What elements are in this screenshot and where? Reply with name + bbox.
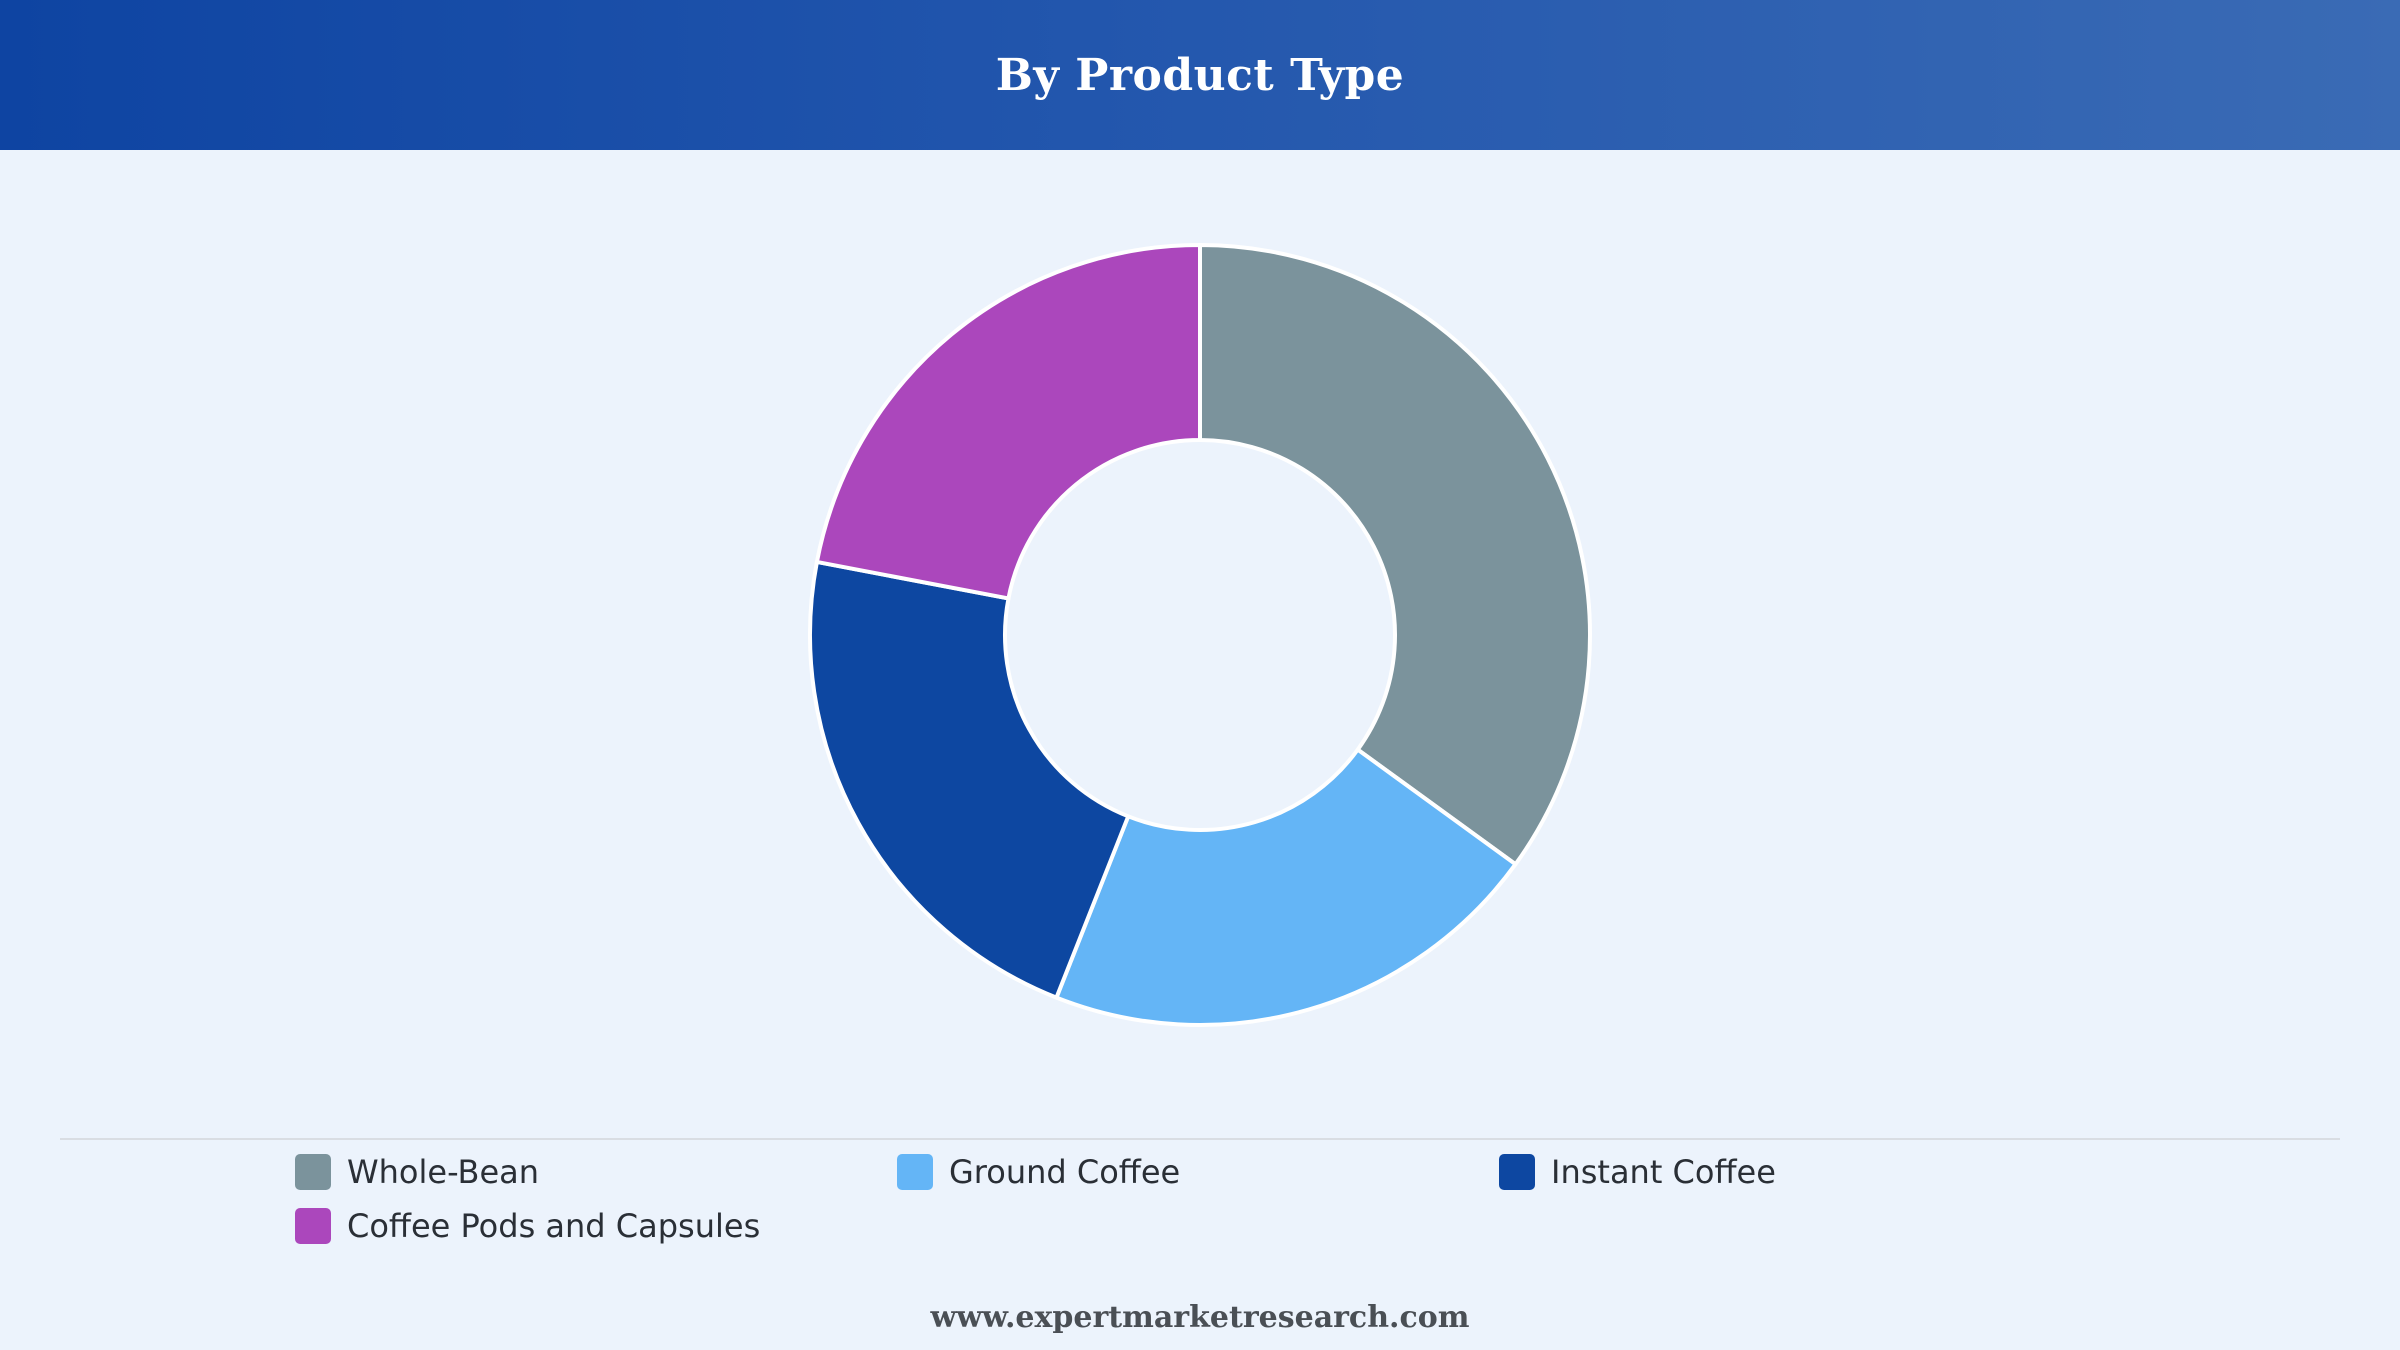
chart-legend: Whole-Bean Ground Coffee Instant Coffee Cof…: [295, 1153, 2195, 1245]
legend-label: Coffee Pods and Capsules: [347, 1207, 761, 1245]
slice-whole-bean[interactable]: [1198, 243, 1592, 867]
chart-title: By Product Type: [995, 49, 1405, 101]
slice-instant-coffee[interactable]: [808, 559, 1131, 1000]
legend-item-whole-bean[interactable]: Whole-Bean: [295, 1153, 897, 1191]
header-banner: By Product Type: [0, 0, 2400, 150]
legend-swatch: [1499, 1154, 1535, 1190]
legend-item-ground-coffee[interactable]: Ground Coffee: [897, 1153, 1499, 1191]
legend-swatch: [295, 1154, 331, 1190]
donut-chart: [808, 243, 1592, 1027]
legend-label: Instant Coffee: [1551, 1153, 1776, 1191]
legend-swatch: [897, 1154, 933, 1190]
legend-swatch: [295, 1208, 331, 1244]
legend-item-instant-coffee[interactable]: Instant Coffee: [1499, 1153, 2101, 1191]
legend-label: Ground Coffee: [949, 1153, 1181, 1191]
chart-area: [0, 150, 2400, 1130]
slice-coffee-pods-and-capsules[interactable]: [814, 243, 1202, 601]
slice-ground-coffee[interactable]: [1054, 747, 1518, 1027]
legend-divider: [60, 1138, 2340, 1140]
legend-label: Whole-Bean: [347, 1153, 540, 1191]
source-footer: www.expertmarketresearch.com: [930, 1300, 1470, 1335]
legend-item-coffee-pods-and-capsules[interactable]: Coffee Pods and Capsules: [295, 1207, 897, 1245]
